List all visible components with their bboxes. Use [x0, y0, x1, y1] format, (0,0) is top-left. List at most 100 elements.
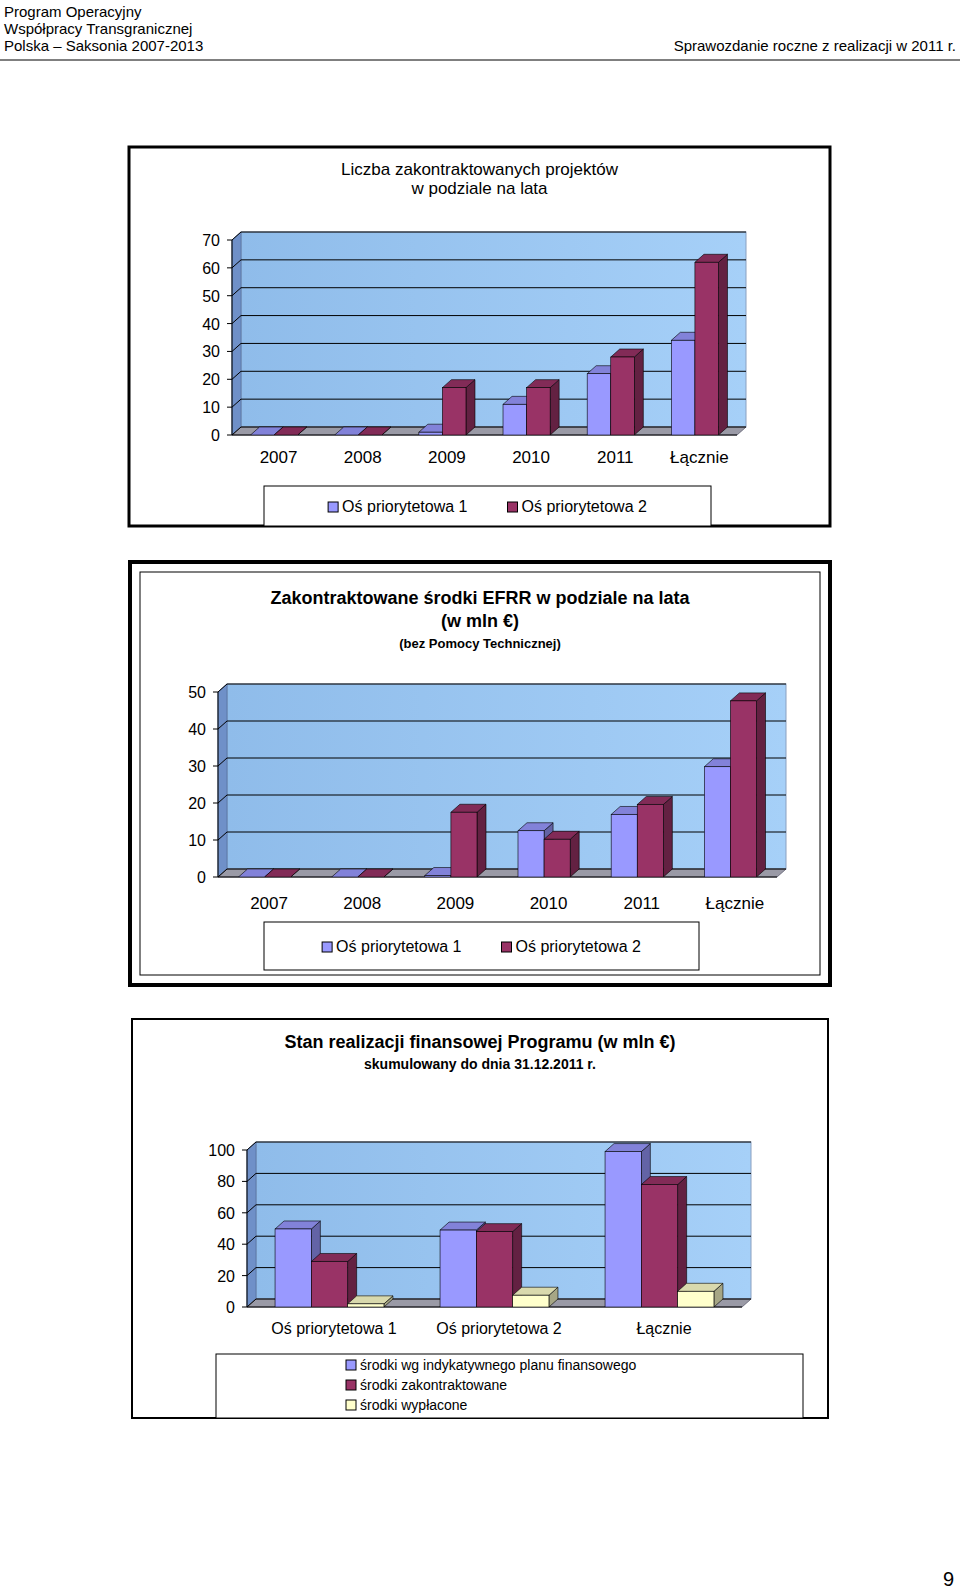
- tick-label: 50: [202, 288, 220, 305]
- header-rule: [0, 60, 960, 61]
- tick-mark: [213, 877, 218, 878]
- bar-top: [358, 869, 393, 877]
- bar-top: [275, 1221, 320, 1229]
- chart-subtitle: (bez Pomocy Technicznej): [399, 636, 561, 651]
- bar-top: [605, 1144, 650, 1152]
- tick-mark: [242, 1275, 247, 1276]
- legend-label: środki wypłacone: [360, 1397, 468, 1413]
- grid-line: [232, 399, 746, 407]
- tick-mark: [227, 240, 232, 241]
- legend-swatch: [346, 1360, 356, 1370]
- bar-top: [641, 1177, 686, 1185]
- bar-top: [518, 823, 553, 831]
- bar-front: [503, 404, 527, 435]
- plot-side-wall: [232, 232, 241, 435]
- bar-front: [274, 435, 298, 436]
- bar-front: [335, 435, 359, 436]
- chart-frame: [130, 562, 830, 985]
- y-axis: [247, 1150, 248, 1307]
- tick-mark: [227, 323, 232, 324]
- bar-side: [634, 349, 643, 435]
- grid-line: [218, 721, 786, 729]
- bar: [265, 869, 300, 877]
- bar-front: [251, 435, 275, 436]
- bar-side: [663, 796, 672, 877]
- category-label: 2008: [344, 448, 382, 467]
- grid-line: [218, 684, 786, 692]
- bar-top: [513, 1287, 558, 1295]
- tick-mark: [213, 840, 218, 841]
- bar-front: [476, 1232, 512, 1307]
- y-axis: [232, 240, 233, 435]
- bar-front: [544, 839, 570, 877]
- bar-top: [274, 427, 307, 435]
- bar-front: [695, 262, 719, 435]
- bar-front: [358, 435, 382, 436]
- tick-mark: [242, 1244, 247, 1245]
- bar-front: [238, 877, 264, 878]
- category-label: Oś priorytetowa 1: [271, 1320, 396, 1337]
- legend-label: Oś priorytetowa 2: [522, 498, 647, 515]
- bar-front: [440, 1230, 476, 1307]
- tick-mark: [227, 351, 232, 352]
- grid-line: [232, 371, 746, 379]
- chart-frame: [132, 1019, 828, 1418]
- legend-swatch: [502, 942, 512, 952]
- tick-mark: [227, 435, 232, 436]
- tick-mark: [227, 379, 232, 380]
- bar: [695, 254, 728, 435]
- tick-label: 20: [188, 795, 206, 812]
- bar-front: [425, 876, 451, 877]
- legend-label: Oś priorytetowa 1: [342, 498, 467, 515]
- bar: [678, 1283, 723, 1307]
- legend-swatch: [508, 502, 518, 512]
- y-axis: [218, 692, 219, 877]
- header-right: Sprawozdanie roczne z realizacji w 2011 …: [674, 37, 956, 54]
- bar: [358, 427, 391, 435]
- legend-swatch: [322, 942, 332, 952]
- bar-top: [476, 1224, 521, 1232]
- bar-front: [671, 340, 695, 435]
- grid-line: [232, 427, 746, 435]
- legend-frame: [216, 1354, 803, 1418]
- tick-mark: [242, 1181, 247, 1182]
- bar-front: [637, 804, 663, 877]
- legend-swatch: [346, 1400, 356, 1410]
- tick-label: 40: [202, 316, 220, 333]
- bar-top: [451, 804, 486, 812]
- legend-item: Oś priorytetowa 2: [508, 498, 647, 515]
- plot-floor: [218, 869, 786, 877]
- bar-top: [348, 1296, 393, 1304]
- bar-front: [311, 1261, 347, 1307]
- category-label: 2009: [428, 448, 466, 467]
- bar-top: [611, 349, 644, 357]
- bar-top: [442, 380, 475, 388]
- bar: [348, 1296, 393, 1307]
- grid-line: [232, 232, 746, 240]
- bar-top: [265, 869, 300, 877]
- bar-top: [527, 380, 560, 388]
- bar-front: [641, 1185, 677, 1307]
- page-number: 9: [943, 1568, 954, 1590]
- tick-mark: [242, 1150, 247, 1151]
- grid-line: [218, 758, 786, 766]
- tick-label: 70: [202, 232, 220, 249]
- tick-mark: [213, 729, 218, 730]
- tick-mark: [213, 692, 218, 693]
- bar-front: [419, 432, 443, 435]
- category-label: 2008: [343, 894, 381, 913]
- tick-mark: [242, 1212, 247, 1213]
- bar-side: [477, 804, 486, 877]
- bars: [251, 254, 728, 435]
- plot-side-wall: [218, 684, 227, 877]
- chart-title: Liczba zakontraktowanych projektów: [341, 160, 619, 179]
- tick-label: 0: [211, 427, 220, 444]
- bar: [513, 1287, 558, 1307]
- legend-label: środki zakontraktowane: [360, 1377, 507, 1393]
- bar-front: [704, 767, 730, 877]
- bar-front: [518, 831, 544, 877]
- header-left: Polska – Saksonia 2007-2013: [4, 37, 203, 54]
- category-label: 2007: [260, 448, 298, 467]
- bar-front: [348, 1304, 384, 1307]
- legend-label: Oś priorytetowa 1: [336, 938, 461, 955]
